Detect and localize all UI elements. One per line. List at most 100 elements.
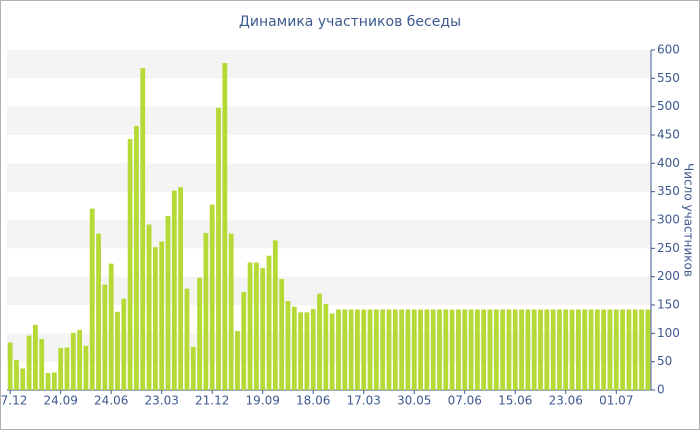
bar: [399, 309, 405, 390]
y-tick-label: 200: [657, 269, 680, 283]
grid-band: [7, 163, 651, 192]
bar: [247, 262, 253, 390]
bar: [70, 332, 76, 390]
bar: [430, 309, 436, 390]
bar: [487, 309, 493, 390]
x-tick-label: 17.03: [347, 394, 381, 408]
bar: [140, 68, 146, 390]
x-tick-label: 19.09: [246, 394, 280, 408]
y-tick-label: 550: [657, 71, 680, 85]
bar: [336, 309, 341, 390]
bar: [127, 138, 133, 390]
bar: [197, 277, 202, 390]
bar: [607, 309, 613, 390]
grid-band: [7, 220, 651, 249]
bar: [171, 190, 177, 390]
bar: [418, 309, 423, 390]
y-tick-label: 100: [657, 326, 680, 340]
bar: [456, 309, 461, 390]
bar: [512, 309, 518, 390]
bar: [620, 309, 625, 390]
bar: [348, 309, 354, 390]
bar: [272, 240, 278, 390]
bar: [317, 293, 322, 390]
bar: [203, 233, 209, 390]
y-tick-label: 500: [657, 99, 680, 113]
bar: [481, 309, 487, 390]
bar: [39, 339, 45, 390]
bar: [190, 346, 196, 390]
bar: [443, 309, 449, 390]
bar: [449, 309, 455, 390]
bar: [632, 309, 638, 390]
bar: [525, 309, 531, 390]
x-tick-label: 18.06: [296, 394, 330, 408]
bar: [613, 309, 619, 390]
bar: [582, 309, 588, 390]
x-tick-label: 21.12: [195, 394, 229, 408]
bar: [557, 309, 562, 390]
bar: [178, 187, 184, 390]
bar: [329, 313, 335, 390]
bar: [33, 324, 38, 390]
x-tick-label: 27.12: [0, 394, 27, 408]
bar: [7, 342, 13, 390]
bar: [96, 233, 101, 390]
bar: [253, 262, 259, 390]
bar: [184, 288, 190, 390]
bar: [209, 204, 215, 390]
bar: [367, 309, 373, 390]
bar: [626, 309, 632, 390]
bar: [563, 309, 569, 390]
bar: [51, 372, 57, 390]
x-tick-label: 24.06: [94, 394, 128, 408]
bar: [165, 216, 171, 390]
bar: [424, 309, 430, 390]
bar: [437, 309, 442, 390]
bar: [83, 345, 89, 390]
y-tick-label: 150: [657, 298, 680, 312]
bar: [544, 309, 550, 390]
x-tick-label: 24.09: [43, 394, 77, 408]
bar: [14, 359, 19, 390]
bar: [159, 241, 165, 390]
bar: [152, 247, 158, 390]
y-tick-label: 250: [657, 241, 680, 255]
bar: [519, 309, 524, 390]
bar: [89, 208, 95, 390]
bar: [380, 309, 386, 390]
bar: [550, 309, 556, 390]
bar: [216, 107, 221, 391]
y-tick-label: 0: [657, 383, 665, 397]
bar: [411, 309, 417, 390]
bar: [386, 309, 392, 390]
bar: [468, 309, 474, 390]
bar: [115, 311, 120, 390]
bar: [500, 309, 506, 390]
bar: [639, 309, 644, 390]
x-tick-label: 15.06: [498, 394, 532, 408]
bar: [355, 309, 360, 390]
bar: [405, 309, 411, 390]
bar: [601, 309, 607, 390]
bar: [645, 309, 651, 390]
bar: [342, 309, 348, 390]
y-tick-label: 50: [657, 354, 672, 368]
bar: [102, 284, 108, 390]
bar: [575, 309, 581, 390]
bar: [64, 347, 70, 390]
bar: [323, 303, 329, 390]
bar: [493, 309, 499, 390]
bar: [569, 309, 575, 390]
y-tick-label: 450: [657, 128, 680, 142]
grid-band: [7, 50, 651, 79]
bar: [304, 312, 310, 390]
chart-title: Динамика участников беседы: [239, 14, 461, 30]
bar: [45, 373, 51, 390]
x-tick-label: 01.07: [599, 394, 633, 408]
bar: [594, 309, 600, 390]
bar: [222, 63, 228, 391]
y-tick-label: 400: [657, 156, 680, 170]
bar: [260, 268, 266, 390]
